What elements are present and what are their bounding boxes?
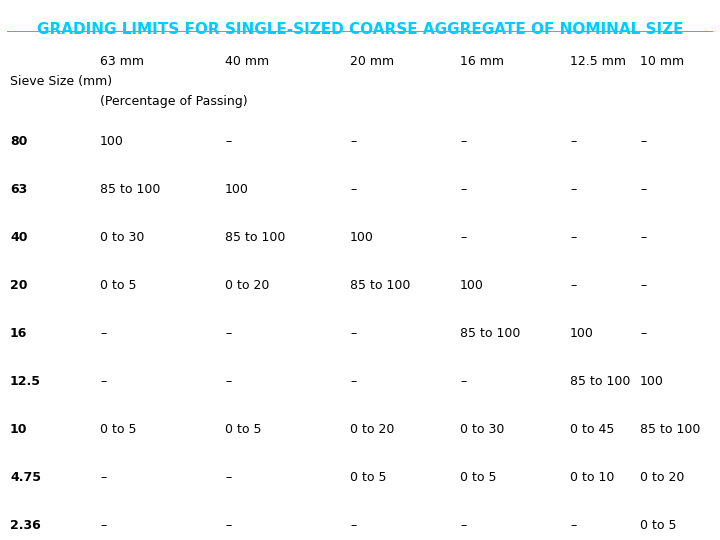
Text: –: – <box>460 519 467 532</box>
Text: 0 to 5: 0 to 5 <box>640 519 677 532</box>
Text: 40: 40 <box>10 231 27 244</box>
Text: 0 to 30: 0 to 30 <box>460 423 505 436</box>
Text: 85 to 100: 85 to 100 <box>350 279 410 292</box>
Text: 16: 16 <box>10 327 27 340</box>
Text: 20 mm: 20 mm <box>350 55 394 68</box>
Text: –: – <box>100 519 107 532</box>
Text: –: – <box>460 231 467 244</box>
Text: –: – <box>100 375 107 388</box>
Text: 0 to 10: 0 to 10 <box>570 471 614 484</box>
Text: –: – <box>570 183 576 196</box>
Text: 16 mm: 16 mm <box>460 55 504 68</box>
Text: 100: 100 <box>225 183 249 196</box>
Text: –: – <box>350 375 356 388</box>
Text: –: – <box>225 135 231 148</box>
Text: –: – <box>225 327 231 340</box>
Text: 10 mm: 10 mm <box>640 55 684 68</box>
Text: (Percentage of Passing): (Percentage of Passing) <box>100 95 248 108</box>
Text: 0 to 5: 0 to 5 <box>100 279 137 292</box>
Text: 85 to 100: 85 to 100 <box>460 327 521 340</box>
Text: –: – <box>570 135 576 148</box>
Text: –: – <box>225 471 231 484</box>
Text: –: – <box>350 327 356 340</box>
Text: 10: 10 <box>10 423 27 436</box>
Text: 85 to 100: 85 to 100 <box>100 183 161 196</box>
Text: –: – <box>100 327 107 340</box>
Text: –: – <box>640 183 647 196</box>
Text: 0 to 20: 0 to 20 <box>350 423 395 436</box>
Text: –: – <box>460 135 467 148</box>
Text: –: – <box>350 135 356 148</box>
Text: 12.5 mm: 12.5 mm <box>570 55 626 68</box>
Text: 85 to 100: 85 to 100 <box>225 231 285 244</box>
Text: –: – <box>350 519 356 532</box>
Text: –: – <box>570 279 576 292</box>
Text: –: – <box>570 519 576 532</box>
Text: 100: 100 <box>350 231 374 244</box>
Text: 40 mm: 40 mm <box>225 55 269 68</box>
Text: 0 to 5: 0 to 5 <box>350 471 387 484</box>
Text: 12.5: 12.5 <box>10 375 41 388</box>
Text: –: – <box>640 327 647 340</box>
Text: 100: 100 <box>570 327 594 340</box>
Text: –: – <box>640 279 647 292</box>
Text: 0 to 45: 0 to 45 <box>570 423 614 436</box>
Text: 85 to 100: 85 to 100 <box>640 423 701 436</box>
Text: –: – <box>350 183 356 196</box>
Text: 0 to 5: 0 to 5 <box>225 423 261 436</box>
Text: 2.36: 2.36 <box>10 519 41 532</box>
Text: –: – <box>640 135 647 148</box>
Text: 0 to 30: 0 to 30 <box>100 231 145 244</box>
Text: 0 to 5: 0 to 5 <box>460 471 497 484</box>
Text: 100: 100 <box>640 375 664 388</box>
Text: 85 to 100: 85 to 100 <box>570 375 631 388</box>
Text: –: – <box>570 231 576 244</box>
Text: 80: 80 <box>10 135 27 148</box>
Text: 100: 100 <box>460 279 484 292</box>
Text: –: – <box>100 471 107 484</box>
Text: 20: 20 <box>10 279 27 292</box>
Text: –: – <box>640 231 647 244</box>
Text: 0 to 20: 0 to 20 <box>640 471 685 484</box>
Text: –: – <box>460 183 467 196</box>
Text: 63: 63 <box>10 183 27 196</box>
Text: 0 to 20: 0 to 20 <box>225 279 269 292</box>
Text: –: – <box>225 375 231 388</box>
Text: 100: 100 <box>100 135 124 148</box>
Text: 4.75: 4.75 <box>10 471 41 484</box>
Text: 63 mm: 63 mm <box>100 55 144 68</box>
Text: 0 to 5: 0 to 5 <box>100 423 137 436</box>
Text: –: – <box>225 519 231 532</box>
Text: –: – <box>460 375 467 388</box>
Text: GRADING LIMITS FOR SINGLE-SIZED COARSE AGGREGATE OF NOMINAL SIZE: GRADING LIMITS FOR SINGLE-SIZED COARSE A… <box>37 22 683 37</box>
Text: Sieve Size (mm): Sieve Size (mm) <box>10 75 112 88</box>
